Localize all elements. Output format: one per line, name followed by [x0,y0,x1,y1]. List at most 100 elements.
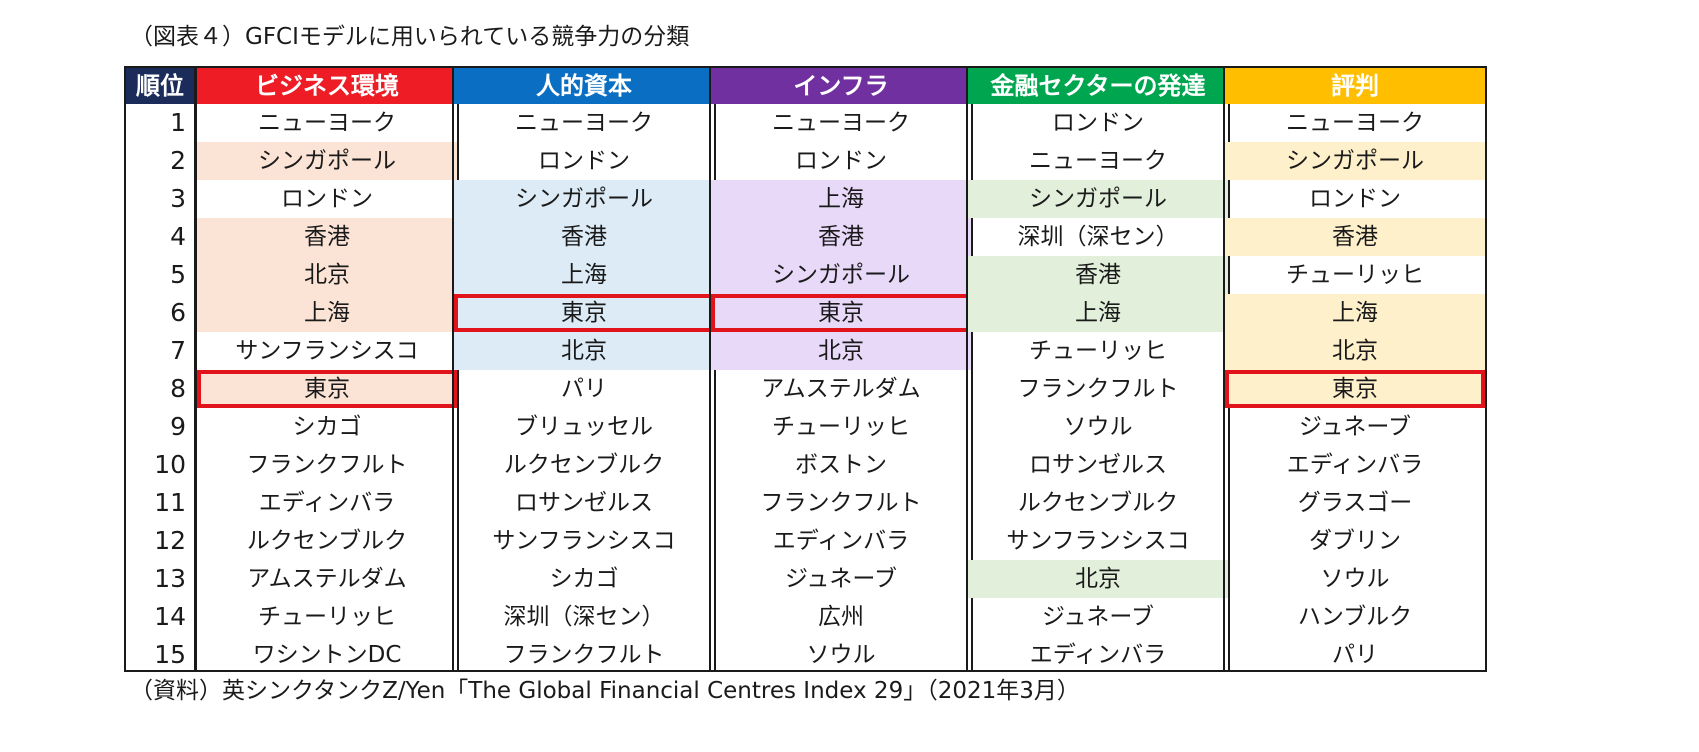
rank-cell: 1 [170,108,186,137]
city-cell: 香港 [1225,218,1485,256]
rank-cell: 15 [154,640,186,669]
city-cell: ジュネーブ [1298,414,1411,440]
column-header: 人的資本 [454,68,714,104]
city-cell: シカゴ [549,566,619,592]
city-cell: シンガポール [968,180,1228,218]
rank-cell: 8 [170,374,186,403]
city-cell: エディンバラ [1286,452,1424,478]
highlighted-city-cell: 東京 [1225,370,1485,408]
column-cities: ニューヨーク シンガポール ロンドン 香港 北京 上海 サンフランシスコ 東京 シカゴ フランクフ… [197,104,457,674]
city-cell: ジュネーブ [1041,604,1154,630]
rank-cell: 2 [170,146,186,175]
city-cell: 北京 [454,332,714,370]
city-cell: サンフランシスコ [1006,528,1190,554]
city-cell: フランクフルト [246,452,408,478]
city-cell: 深圳（深セン） [1017,224,1179,250]
city-cell: 香港 [711,218,971,256]
city-cell: 香港 [197,218,457,256]
city-cell: フランクフルト [760,490,922,516]
column-infrastructure: インフラ ニューヨーク ロンドン 上海 香港 シンガポール 東京 北京 アムステルダム チューリ… [709,66,973,672]
highlighted-city-cell: 東京 [454,294,714,332]
city-cell: ハンブルク [1297,604,1413,630]
city-cell: 上海 [711,180,971,218]
city-cell: 北京 [968,560,1228,598]
city-cell: 上海 [968,294,1228,332]
city-cell: ブリュッセル [515,414,653,440]
city-cell: 深圳（深セン） [503,604,665,630]
city-cell: 北京 [711,332,971,370]
rank-cell: 5 [170,260,186,289]
city-cell: 広州 [818,604,864,630]
city-cell: アムステルダム [761,376,921,402]
rank-cell: 10 [154,450,186,479]
rank-cell: 7 [170,336,186,365]
city-cell: ワシントンDC [252,642,402,668]
rank-header: 順位 [126,68,194,104]
city-cell: エディンバラ [258,490,396,516]
city-cell: ニューヨーク [515,110,653,136]
column-human-capital: 人的資本 ニューヨーク ロンドンシンガポール 香港 上海 東京 北京パリブリュッセル ルクセ… [452,66,716,672]
highlighted-city-cell: 東京 [711,294,971,332]
city-cell: 香港 [968,256,1228,294]
city-cell: ソウル [806,642,876,668]
city-cell: フランクフルト [1017,376,1179,402]
highlighted-city-cell: 東京 [197,370,457,408]
city-cell: 上海 [1225,294,1485,332]
column-cities: ロンドンニューヨークシンガポール深圳（深セン） 香港 上海チューリッヒ フランクフルト… [968,104,1228,674]
rank-cell: 11 [154,488,186,517]
city-cell: シンガポール [454,180,714,218]
source-note: （資料）英シンクタンクZ/Yen「The Global Financial Ce… [130,678,1080,704]
city-cell: チューリッヒ [258,604,396,630]
city-cell: シカゴ [292,414,362,440]
city-cell: ロンドン [1309,186,1401,212]
city-cell: ニューヨーク [1029,148,1167,174]
column-financial-sector: 金融セクターの発達 ロンドンニューヨークシンガポール深圳（深セン） 香港 上海チュー… [966,66,1230,672]
city-cell: フランクフルト [503,642,665,668]
column-cities: ニューヨーク ロンドンシンガポール 香港 上海 東京 北京パリブリュッセル ルクセンブルクロ… [454,104,714,674]
city-cell: エディンバラ [1029,642,1167,668]
rank-cell: 4 [170,222,186,251]
city-cell: ロンドン [1052,110,1144,136]
column-header: 金融セクターの発達 [968,68,1228,104]
column-cities: ニューヨーク ロンドン 上海 香港 シンガポール 東京 北京 アムステルダム チューリッヒ ボスト… [711,104,971,674]
city-cell: チューリッヒ [1286,262,1424,288]
city-cell: シンガポール [1225,142,1485,180]
city-cell: ロサンゼルス [515,490,653,516]
column-header: インフラ [711,68,971,104]
city-cell: ロンドン [538,148,630,174]
column-header: 評判 [1225,68,1485,104]
city-cell: ロサンゼルス [1029,452,1167,478]
city-cell: ジュネーブ [784,566,897,592]
city-cell: 上海 [454,256,714,294]
city-cell: チューリッヒ [1029,338,1167,364]
city-cell: 北京 [197,256,457,294]
city-cell: エディンバラ [772,528,910,554]
rank-cell: 3 [170,184,186,213]
column-reputation: 評判 ニューヨーク シンガポール ロンドン 香港 チューリッヒ 上海 北京 東京 ジュネーブ エデ… [1223,66,1487,672]
city-cell: ルクセンブルク [1017,490,1179,516]
rank-cell: 6 [170,298,186,327]
rank-cell: 13 [154,564,186,593]
city-cell: パリ [561,376,607,402]
city-cell: ルクセンブルク [503,452,665,478]
figure-title: （図表４）GFCIモデルに用いられている競争力の分類 [130,24,690,50]
rank-list: 1 2 3 4 5 6 7 8 9 10 11 12 13 14 15 [126,104,194,674]
city-cell: サンフランシスコ [492,528,676,554]
city-cell: ロンドン [281,186,373,212]
city-cell: ソウル [1063,414,1133,440]
city-cell: ニューヨーク [258,110,396,136]
city-cell: アムステルダム [247,566,407,592]
city-cell: ロンドン [795,148,887,174]
city-cell: グラスゴー [1297,490,1413,516]
rank-column: 順位 1 2 3 4 5 6 7 8 9 10 11 12 13 14 15 [124,66,196,672]
city-cell: 香港 [454,218,714,256]
rank-cell: 12 [154,526,186,555]
city-cell: 上海 [197,294,457,332]
city-cell: ボストン [795,452,887,478]
city-cell: ニューヨーク [772,110,910,136]
city-cell: ニューヨーク [1286,110,1424,136]
city-cell: シンガポール [197,142,457,180]
city-cell: チューリッヒ [772,414,910,440]
rank-cell: 9 [170,412,186,441]
city-cell: ダブリン [1309,528,1401,554]
